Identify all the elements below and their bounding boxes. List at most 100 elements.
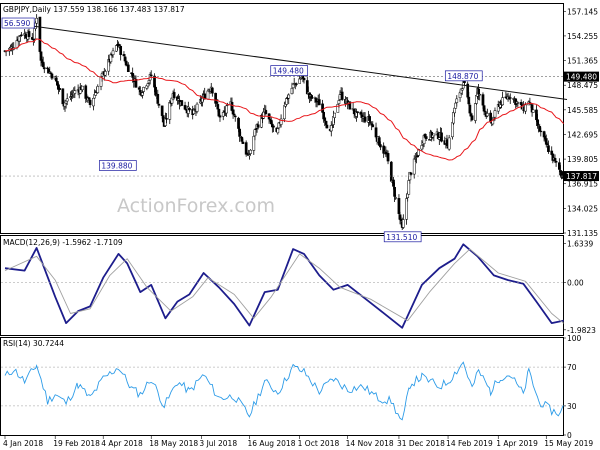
rsi-header: RSI(14) 30.7244 [3, 339, 64, 348]
price-y-tick-label: 154.255 [567, 32, 598, 41]
x-tick-label: 18 May 2018 [149, 439, 198, 448]
candle-body [180, 100, 184, 106]
price-annotation-label: 139.880 [101, 161, 132, 170]
price-panel-frame [0, 3, 564, 234]
moving-average-line [4, 38, 565, 161]
candle-body [272, 125, 275, 128]
candle-body [119, 45, 123, 55]
price-y-tick-label: 157.145 [567, 7, 598, 16]
candle-body [333, 112, 336, 118]
candle-body [489, 112, 492, 122]
candle-body [323, 117, 327, 121]
x-tick-label: 1 Apr 2019 [496, 439, 538, 448]
macd-signal-line [4, 248, 564, 324]
price-annotation-label: 149.480 [273, 67, 304, 76]
candle-body [134, 78, 138, 88]
x-tick-label: 16 Aug 2018 [247, 439, 295, 448]
candle-body [241, 141, 245, 144]
candle-body [481, 94, 485, 106]
candle-body [501, 97, 504, 106]
x-tick-label: 3 Jul 2018 [199, 439, 237, 448]
candle-body [264, 110, 268, 115]
candle-body [447, 137, 451, 150]
candle-body [248, 154, 251, 157]
candle-body [149, 74, 153, 77]
price-y-tick-label: 148.475 [567, 81, 598, 90]
rsi-series [1, 361, 565, 421]
candle-body [302, 77, 306, 81]
candle-body [310, 95, 313, 99]
candle-body [483, 110, 487, 113]
macd-y-tick-label: 1.6339 [567, 240, 593, 249]
candle-body [405, 198, 408, 220]
candle-body [65, 98, 69, 102]
candle-body [210, 87, 214, 94]
price-tag-box [563, 71, 599, 82]
candle-body [183, 105, 187, 110]
candle-body [27, 31, 31, 37]
candle-body [379, 144, 382, 148]
candle-body [371, 124, 375, 128]
candle-body [337, 100, 341, 104]
candle-body [195, 103, 199, 112]
price-tag-label: 137.817 [566, 172, 597, 181]
price-annotation-box [99, 160, 137, 171]
candle-body [393, 186, 396, 197]
candle-body [141, 92, 144, 96]
candle-body [554, 160, 558, 163]
candle-body [329, 125, 333, 132]
candle-body [233, 115, 237, 118]
trendline [21, 23, 568, 100]
price-y-tick-label: 151.365 [567, 57, 598, 66]
price-header: GBPJPY,Daily 137.559 138.166 137.483 137… [3, 5, 185, 14]
x-tick-label: 15 May 2019 [544, 439, 593, 448]
candle-body [295, 83, 298, 85]
candle-body [46, 67, 49, 69]
candle-body [92, 97, 95, 107]
candle-body [470, 115, 474, 120]
candle-body [20, 34, 23, 36]
candle-body [336, 104, 340, 113]
macd-main-line [4, 243, 564, 329]
price-y-tick-label: 136.915 [567, 180, 598, 189]
macd-y-tick-label: -1.9823 [567, 326, 596, 335]
candle-body [81, 85, 84, 91]
price-y-tick-label: 139.805 [567, 155, 598, 164]
candle-body [237, 117, 240, 129]
candle-body [287, 94, 291, 99]
price-tag-box [563, 171, 599, 182]
x-tick-label: 19 Feb 2018 [53, 439, 100, 448]
candle-body [61, 88, 65, 105]
candle-body [142, 87, 145, 92]
candle-body [417, 149, 420, 156]
candle-body [88, 99, 92, 105]
candle-body [249, 149, 252, 154]
candle-body [256, 124, 260, 128]
candle-body [35, 17, 38, 24]
x-tick-label: 31 Dec 2018 [397, 439, 445, 448]
candle-body [460, 88, 464, 91]
candle-body [524, 104, 527, 112]
candle-body [553, 157, 557, 161]
macd-header: MACD(12,26,9) -1.5962 -1.7109 [3, 238, 123, 247]
candle-body [389, 161, 393, 182]
x-tick-label: 4 Jan 2018 [3, 439, 43, 448]
candle-body [54, 77, 58, 82]
candle-body [356, 111, 359, 114]
watermark: ActionForex.com [117, 195, 275, 217]
candle-body [188, 108, 191, 111]
candle-body [216, 104, 220, 110]
rsi-line [4, 361, 565, 421]
candle-body [407, 180, 411, 195]
candle-body [547, 145, 550, 152]
price-y-tick-label: 131.135 [567, 229, 598, 238]
macd-series [1, 243, 564, 329]
candle-body [455, 98, 459, 103]
candle-body [157, 103, 161, 106]
candle-body [138, 90, 142, 93]
rsi-y-tick-label: 0 [567, 431, 572, 440]
axes: 157.145 154.255 151.365 148.475 145.585 142.6… [3, 7, 599, 448]
macd-panel-frame [0, 235, 564, 336]
candle-body [516, 102, 520, 104]
candle-body [96, 86, 100, 93]
